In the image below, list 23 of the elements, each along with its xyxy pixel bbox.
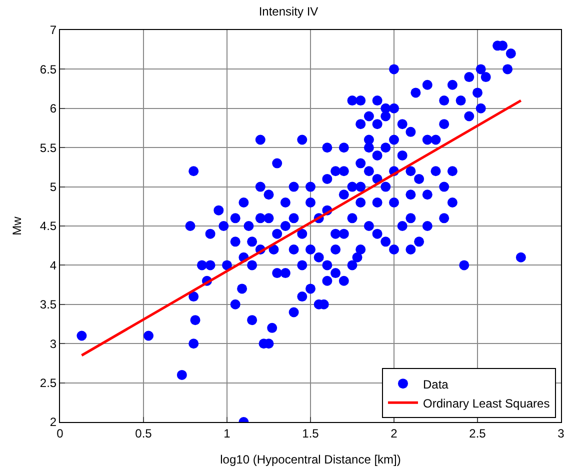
y-tick-label: 2 bbox=[50, 415, 57, 430]
y-tick-label: 5.5 bbox=[40, 140, 57, 155]
y-tick-label: 6 bbox=[50, 102, 57, 116]
x-tick-label: 2 bbox=[390, 426, 398, 440]
y-tick-label: 7 bbox=[50, 23, 57, 38]
y-tick-label: 2.5 bbox=[40, 376, 57, 390]
x-tick-label: 3 bbox=[558, 426, 565, 440]
y-axis-title: Mw bbox=[10, 216, 24, 236]
y-tick-label: 4.5 bbox=[40, 219, 57, 234]
x-tick-label: 0 bbox=[56, 426, 64, 440]
y-tick-label: 6.5 bbox=[40, 62, 57, 76]
chart-title: Intensity IV bbox=[258, 4, 318, 19]
legend-label: Data bbox=[422, 377, 449, 392]
y-tick-label: 3 bbox=[50, 336, 57, 351]
y-tick-label: 3.5 bbox=[40, 298, 57, 312]
x-tick-label: 0.5 bbox=[135, 426, 152, 440]
legend-label: Ordinary Least Squares bbox=[422, 396, 550, 410]
x-tick-label: 1 bbox=[224, 426, 231, 440]
y-tick-label: 5 bbox=[50, 180, 57, 194]
x-axis-title: log10 (Hypocentral Distance [km]) bbox=[220, 452, 401, 466]
x-tick-label: 2.5 bbox=[469, 426, 486, 440]
x-tick-label: 1.5 bbox=[302, 426, 320, 440]
y-tick-label: 4 bbox=[50, 258, 57, 272]
